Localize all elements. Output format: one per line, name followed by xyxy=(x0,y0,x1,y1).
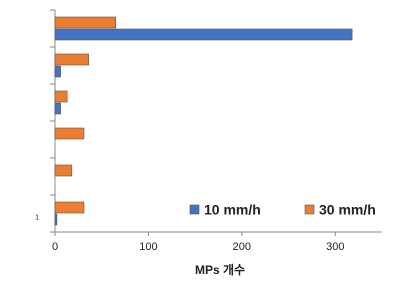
bar xyxy=(54,90,68,103)
x-tick-label: 100 xyxy=(139,241,157,253)
x-tick-label: 300 xyxy=(326,241,344,253)
bar xyxy=(54,53,89,66)
legend-swatch xyxy=(304,204,315,215)
legend-label: 30 mm/h xyxy=(319,202,376,218)
bar xyxy=(54,213,58,226)
bar xyxy=(54,164,73,177)
bar xyxy=(54,102,61,115)
x-tick-label: 200 xyxy=(233,241,251,253)
bar xyxy=(54,127,85,140)
legend-swatch xyxy=(189,204,200,215)
y-tick-label: 1 xyxy=(35,214,39,221)
legend-label: 10 mm/h xyxy=(204,202,261,218)
bar xyxy=(54,201,85,214)
bar xyxy=(54,65,61,78)
x-axis-label: MPs 개수 xyxy=(195,263,245,277)
bar xyxy=(54,16,117,29)
x-tick-label: 0 xyxy=(52,241,58,253)
bar xyxy=(54,28,353,41)
